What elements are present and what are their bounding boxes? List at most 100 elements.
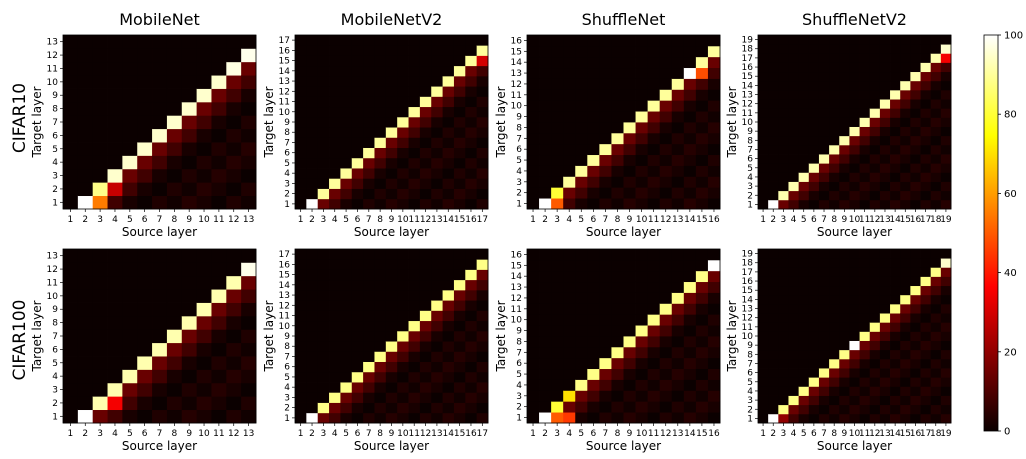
heatmap-cell: [869, 172, 881, 182]
heatmap-cell: [92, 142, 108, 156]
heatmap-cell: [623, 281, 636, 293]
heatmap-cell: [818, 199, 830, 210]
heatmap-cell: [940, 386, 952, 396]
x-axis-label: Source layer: [586, 225, 661, 239]
heatmap-cell: [122, 195, 138, 210]
heatmap-cell: [829, 331, 840, 341]
heatmap-cell: [940, 368, 952, 378]
heatmap-cell: [211, 382, 227, 397]
heatmap-cell: [869, 181, 881, 192]
heatmap-cell: [587, 122, 600, 134]
y-tick-label: 1: [52, 198, 58, 208]
heatmap-cell: [859, 276, 871, 287]
heatmap-cell: [527, 89, 540, 101]
heatmap-cell: [818, 117, 830, 127]
heatmap-cell: [152, 101, 168, 116]
heatmap-cell: [879, 303, 891, 314]
y-tick-label: 17: [742, 54, 753, 64]
heatmap-cell: [758, 313, 769, 323]
heatmap-cell: [92, 168, 108, 183]
heatmap-cell: [295, 330, 307, 342]
x-tick-label: 9: [389, 429, 395, 439]
heatmap-cell: [431, 157, 443, 169]
heatmap-cell: [647, 143, 661, 156]
heatmap-cell: [431, 45, 443, 56]
heatmap-cell: [599, 357, 612, 370]
heatmap-cell: [930, 181, 942, 192]
heatmap-cell: [431, 269, 443, 281]
heatmap-cell: [551, 56, 564, 69]
heatmap-cell: [122, 275, 138, 290]
heatmap-cell: [453, 412, 466, 424]
x-tick-label: 17: [920, 429, 931, 439]
heatmap-cell: [374, 168, 387, 179]
heatmap-cell: [431, 116, 443, 128]
heatmap-cell: [910, 413, 921, 424]
heatmap-cell: [196, 168, 212, 183]
heatmap-cell: [859, 181, 871, 192]
heatmap-cell: [107, 329, 123, 344]
y-axis-label: Target layer: [494, 300, 508, 372]
heatmap-cell: [226, 329, 242, 344]
heatmap-cell: [107, 61, 123, 76]
y-tick-label: 6: [52, 345, 58, 355]
heatmap-cell: [611, 412, 624, 424]
heatmap-cell: [778, 117, 789, 127]
heatmap-cell: [137, 101, 153, 116]
heatmap-cell: [306, 157, 319, 169]
heatmap-cell: [839, 144, 850, 155]
heatmap-cell: [611, 346, 624, 359]
heatmap-cell: [363, 168, 375, 179]
heatmap-cell: [476, 137, 489, 148]
x-tick-label: 14: [443, 429, 455, 439]
y-tick-label: 2: [516, 403, 522, 413]
heatmap-cell: [385, 106, 398, 118]
heatmap-cell: [442, 392, 455, 403]
heatmap-cell: [63, 342, 79, 357]
heatmap-cell: [166, 61, 183, 76]
heatmap-cell: [226, 249, 242, 263]
heatmap-cell: [563, 336, 576, 348]
heatmap-cell: [442, 137, 455, 148]
heatmap-cell: [611, 187, 624, 199]
heatmap-cell: [599, 325, 612, 337]
heatmap-cell: [695, 100, 709, 112]
heatmap-cell: [340, 249, 353, 260]
heatmap-cell: [453, 371, 466, 383]
heatmap-cell: [539, 357, 552, 370]
heatmap-cell: [808, 117, 820, 127]
heatmap-cell: [397, 351, 409, 362]
heatmap-cell: [635, 314, 649, 326]
heatmap-cell: [295, 157, 307, 169]
heatmap-cell: [107, 262, 123, 277]
heatmap-cell: [196, 128, 212, 143]
heatmap-cell: [92, 249, 108, 263]
colorbar-tick-label: 0: [1004, 427, 1010, 438]
heatmap-cell: [695, 187, 709, 199]
heatmap-cell: [900, 358, 911, 369]
heatmap-cell: [869, 249, 881, 259]
heatmap-cell: [453, 188, 466, 200]
heatmap-cell: [890, 135, 901, 146]
heatmap-cell: [419, 168, 432, 179]
heatmap-cell: [647, 346, 661, 359]
heatmap-cell: [181, 35, 198, 49]
heatmap-cell: [778, 368, 789, 378]
heatmap-cell: [419, 106, 432, 118]
heatmap-cell: [683, 45, 697, 58]
heatmap-cell: [869, 199, 881, 210]
heatmap-cell: [623, 368, 636, 380]
heatmap-cell: [374, 198, 387, 210]
heatmap-cell: [611, 325, 624, 337]
heatmap-cell: [671, 249, 685, 261]
heatmap-cell: [295, 351, 307, 362]
heatmap-cell: [241, 101, 257, 116]
heatmap-cell: [374, 392, 387, 403]
heatmap-cell: [241, 182, 257, 197]
heatmap-cell: [659, 56, 673, 69]
heatmap-cell: [527, 368, 540, 380]
heatmap-cell: [659, 100, 673, 112]
heatmap-cell: [374, 412, 387, 424]
heatmap-cell: [659, 165, 673, 177]
heatmap-cell: [527, 281, 540, 293]
